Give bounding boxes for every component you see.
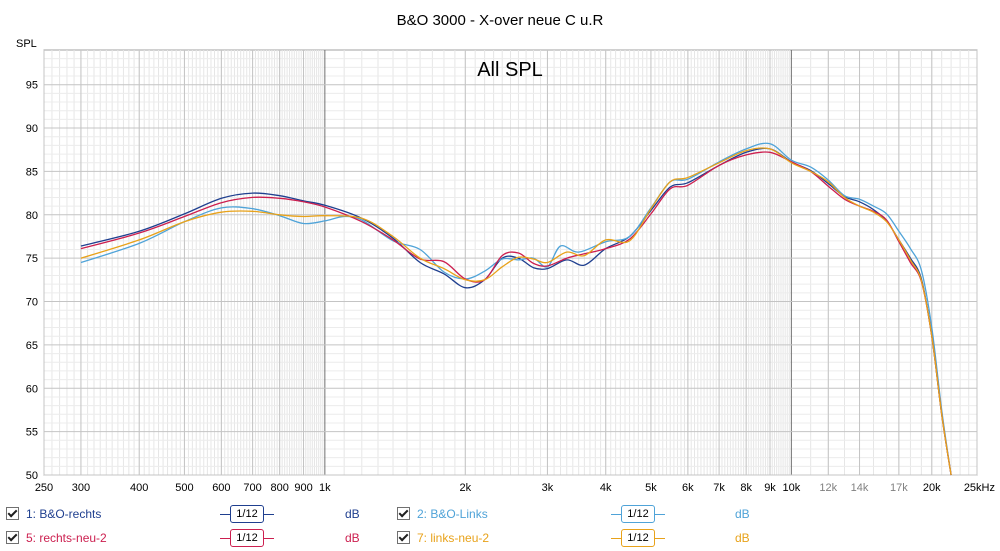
x-tick-label: 4k — [600, 482, 612, 494]
y-axis-label: SPL — [16, 38, 37, 50]
y-tick-label: 60 — [26, 383, 38, 395]
smoothing-selector[interactable]: 1/12 — [611, 504, 665, 524]
x-tick-label: 1k — [319, 482, 331, 494]
unit-label: dB — [345, 531, 360, 545]
x-tick-label: 2k — [459, 482, 471, 494]
series-line-links-neu-2 — [80, 147, 952, 476]
x-tick-label: 800 — [270, 482, 288, 494]
legend-label: 5: rechts-neu-2 — [26, 531, 107, 545]
checkbox-bo-rechts[interactable] — [6, 507, 19, 520]
x-tick-labels: 250 300 400 500 600 700 800 900 1k 2k 3k 4k 5k 6k 7k 8k… — [35, 482, 995, 494]
y-tick-label: 85 — [26, 166, 38, 178]
x-tick-label: 900 — [294, 482, 312, 494]
x-tick-label: 6k — [682, 482, 694, 494]
x-tick-label: 17k — [890, 482, 908, 494]
x-tick-label: 9k — [764, 482, 776, 494]
y-tick-label: 55 — [26, 427, 38, 439]
y-tick-label: 80 — [26, 210, 38, 222]
legend-label: 2: B&O-Links — [417, 507, 488, 521]
x-tick-label: 20k — [923, 482, 941, 494]
spl-chart: B&O 3000 - X-over neue C u.R SPL 50 55 60 6… — [16, 12, 995, 494]
legend-item-bo-rechts[interactable]: 1: B&O-rechts 1/12 dB — [6, 504, 386, 524]
x-tick-label: 400 — [130, 482, 148, 494]
smoothing-selector[interactable]: 1/12 — [220, 528, 274, 548]
legend: 1: B&O-rechts 1/12 dB 2: B&O-Links 1/12 … — [0, 500, 1000, 551]
unit-label: dB — [735, 507, 750, 521]
x-tick-label: 3k — [542, 482, 554, 494]
x-tick-label: 250 — [35, 482, 53, 494]
unit-label: dB — [735, 531, 750, 545]
x-tick-label: 10k — [782, 482, 800, 494]
x-tick-label: 12k — [819, 482, 837, 494]
x-tick-label: 5k — [645, 482, 657, 494]
y-tick-label: 70 — [26, 297, 38, 309]
legend-label: 1: B&O-rechts — [26, 507, 102, 521]
chart-title: B&O 3000 - X-over neue C u.R — [397, 12, 604, 29]
x-tick-label: 7k — [713, 482, 725, 494]
x-tick-label: 14k — [851, 482, 869, 494]
smoothing-selector[interactable]: 1/12 — [611, 528, 665, 548]
legend-item-links-neu-2[interactable]: 7: links-neu-2 1/12 dB — [397, 528, 777, 548]
x-tick-label: 8k — [740, 482, 752, 494]
legend-item-rechts-neu-2[interactable]: 5: rechts-neu-2 1/12 dB — [6, 528, 386, 548]
y-tick-label: 75 — [26, 253, 38, 265]
x-tick-label: 25kHz — [964, 482, 995, 494]
series-lines — [80, 142, 952, 476]
unit-label: dB — [345, 507, 360, 521]
major-grid — [43, 50, 978, 476]
checkbox-bo-links[interactable] — [397, 507, 410, 520]
checkbox-rechts-neu-2[interactable] — [6, 531, 19, 544]
y-tick-label: 50 — [26, 470, 38, 482]
all-spl-annotation: All SPL — [477, 59, 543, 81]
legend-label: 7: links-neu-2 — [417, 531, 490, 545]
x-tick-label: 700 — [243, 482, 261, 494]
smoothing-selector[interactable]: 1/12 — [220, 504, 274, 524]
x-tick-label: 300 — [72, 482, 90, 494]
y-tick-label: 90 — [26, 123, 38, 135]
y-tick-label: 65 — [26, 340, 38, 352]
y-tick-labels: 50 55 60 65 70 75 80 85 90 95 — [26, 80, 38, 482]
legend-item-bo-links[interactable]: 2: B&O-Links 1/12 dB — [397, 504, 777, 524]
series-line-rechts-neu-2 — [80, 151, 952, 476]
checkbox-links-neu-2[interactable] — [397, 531, 410, 544]
x-tick-label: 500 — [175, 482, 193, 494]
x-tick-label: 600 — [212, 482, 230, 494]
y-tick-label: 95 — [26, 80, 38, 92]
